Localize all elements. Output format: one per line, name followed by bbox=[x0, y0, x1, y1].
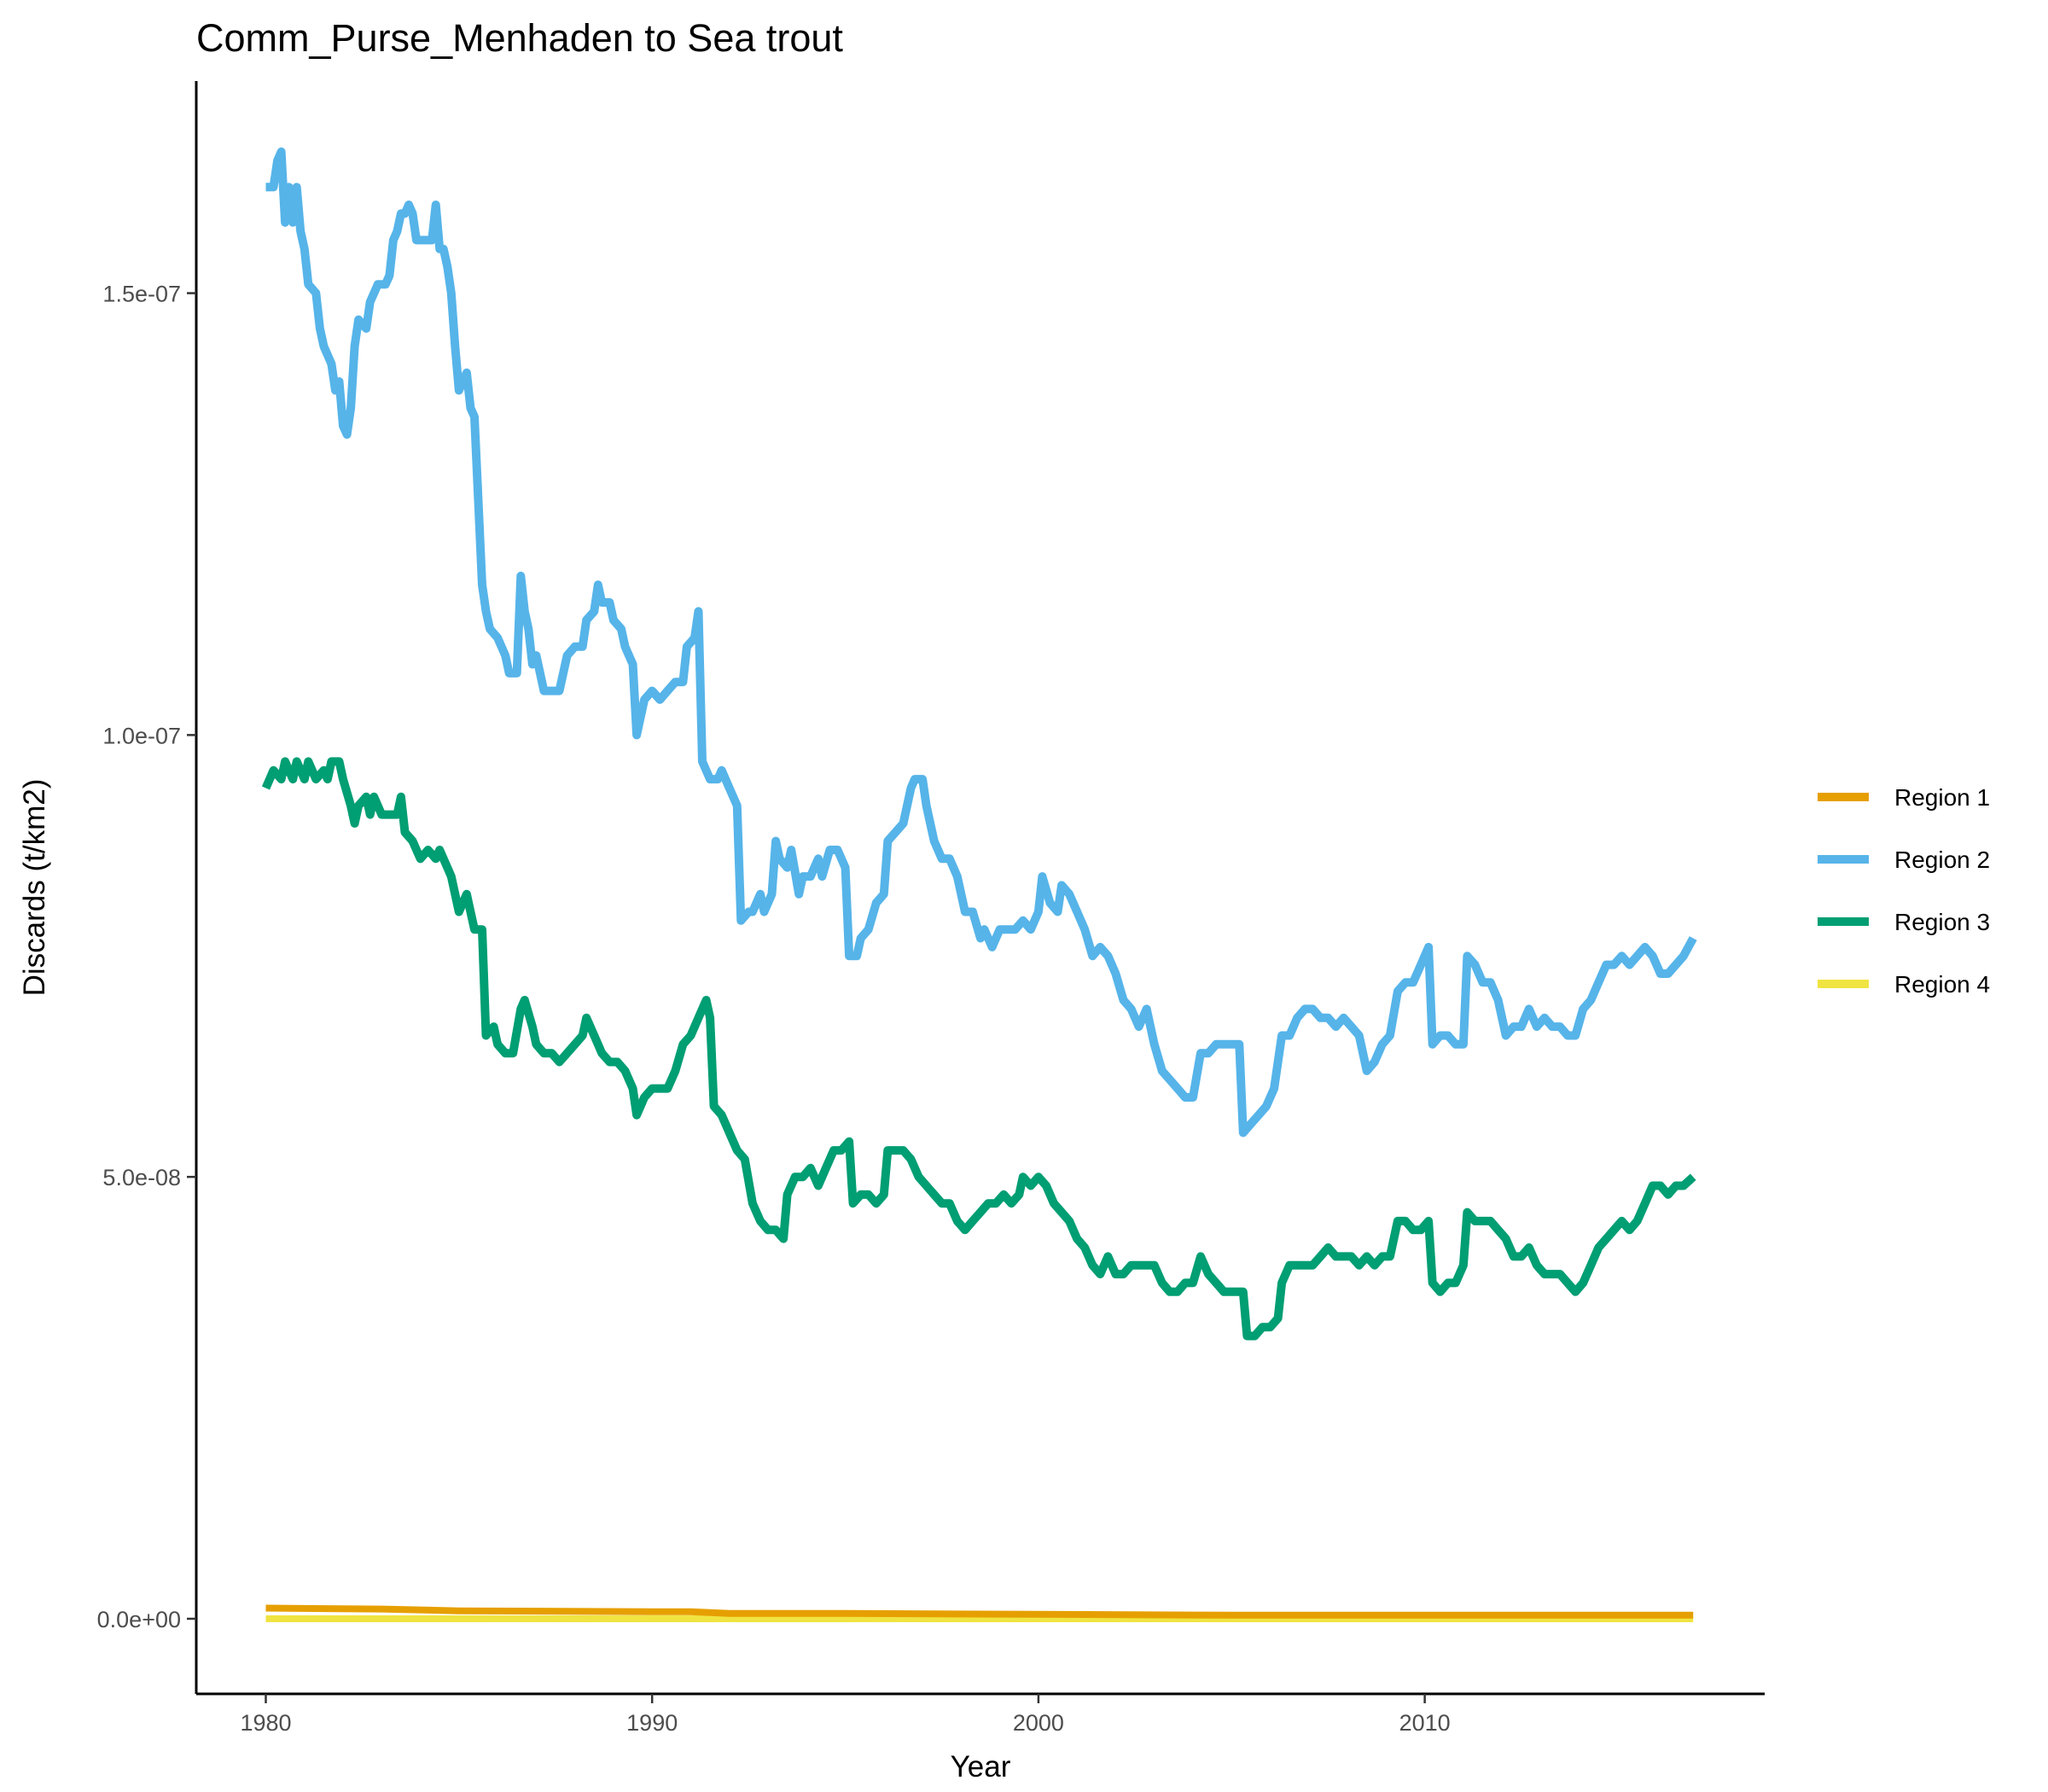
y-tick-label: 0.0e+00 bbox=[97, 1607, 181, 1632]
legend-item: Region 2 bbox=[1818, 847, 1990, 873]
y-tick-label: 5.0e-08 bbox=[102, 1165, 181, 1190]
legend-label: Region 3 bbox=[1894, 909, 1990, 935]
chart-title: Comm_Purse_Menhaden to Sea trout bbox=[196, 16, 843, 60]
series-line-region-2 bbox=[265, 147, 1697, 1137]
series-group bbox=[261, 147, 1697, 1622]
legend-label: Region 2 bbox=[1894, 847, 1990, 873]
x-tick-label: 2000 bbox=[1013, 1710, 1064, 1736]
x-tick-label: 1980 bbox=[240, 1710, 291, 1736]
legend-label: Region 1 bbox=[1894, 784, 1990, 811]
x-axis-ticks: 1980 1990 2000 2010 bbox=[240, 1694, 1451, 1736]
y-axis-title: Discards (t/km2) bbox=[18, 779, 51, 997]
legend: Region 1 Region 2 Region 3 Region 4 bbox=[1818, 784, 1990, 998]
legend-item: Region 1 bbox=[1818, 784, 1990, 811]
legend-label: Region 4 bbox=[1894, 971, 1990, 998]
x-axis-title: Year bbox=[951, 1750, 1011, 1783]
legend-item: Region 3 bbox=[1818, 909, 1990, 935]
x-tick-label: 2010 bbox=[1399, 1710, 1451, 1736]
y-tick-label: 1.0e-07 bbox=[102, 723, 181, 748]
x-tick-label: 1990 bbox=[626, 1710, 678, 1736]
y-tick-label: 1.5e-07 bbox=[102, 282, 181, 307]
series-line-region-1 bbox=[265, 1604, 1694, 1619]
y-axis-ticks: 0.0e+00 5.0e-08 1.0e-07 1.5e-07 bbox=[97, 282, 196, 1632]
series-line-region-3 bbox=[261, 757, 1696, 1341]
legend-item: Region 4 bbox=[1818, 971, 1990, 998]
